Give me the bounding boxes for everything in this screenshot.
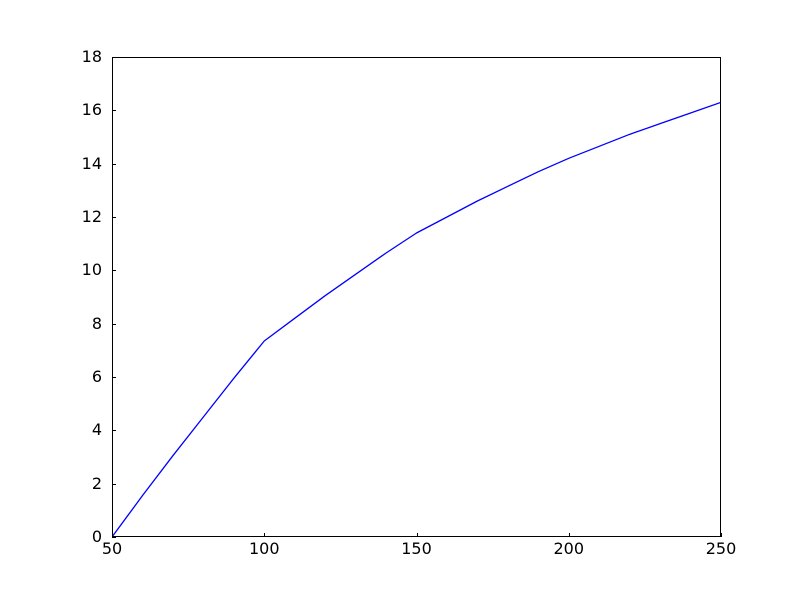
x-tick-mark [264,533,266,537]
x-tick-label: 50 [101,539,123,558]
y-axis-tick-layer: 0 2 4 6 8 10 12 14 16 18 [0,0,102,600]
x-tick-label: 150 [401,539,432,558]
x-tick-mark [721,533,722,537]
y-tick-mark [112,270,116,272]
y-tick-mark [112,377,116,378]
x-tick-label: 250 [705,539,737,558]
x-tick-label: 100 [248,539,280,558]
data-line-series-1 [112,101,721,537]
x-tick-mark [416,533,418,537]
x-tick-mark [568,533,570,537]
y-tick-label: 6 [91,367,102,386]
y-tick-label: 12 [81,207,102,226]
y-tick-label: 10 [81,260,102,280]
y-tick-mark [112,430,116,432]
y-tick-mark [112,163,116,165]
y-tick-label: 2 [91,473,102,493]
x-tick-mark [112,533,113,537]
y-tick-label: 4 [91,420,102,440]
y-tick-mark [112,323,116,325]
x-tick-label: 200 [553,539,585,558]
y-tick-mark [112,483,116,485]
y-tick-label: 16 [81,100,102,120]
y-tick-mark [112,537,116,538]
y-tick-label: 18 [81,47,102,66]
line-plot-svg [112,101,721,537]
y-tick-label: 14 [81,153,102,173]
y-tick-mark [112,110,116,112]
y-tick-label: 0 [91,527,102,546]
y-tick-label: 8 [91,313,102,333]
y-tick-mark [112,217,116,218]
y-tick-mark [112,57,116,58]
